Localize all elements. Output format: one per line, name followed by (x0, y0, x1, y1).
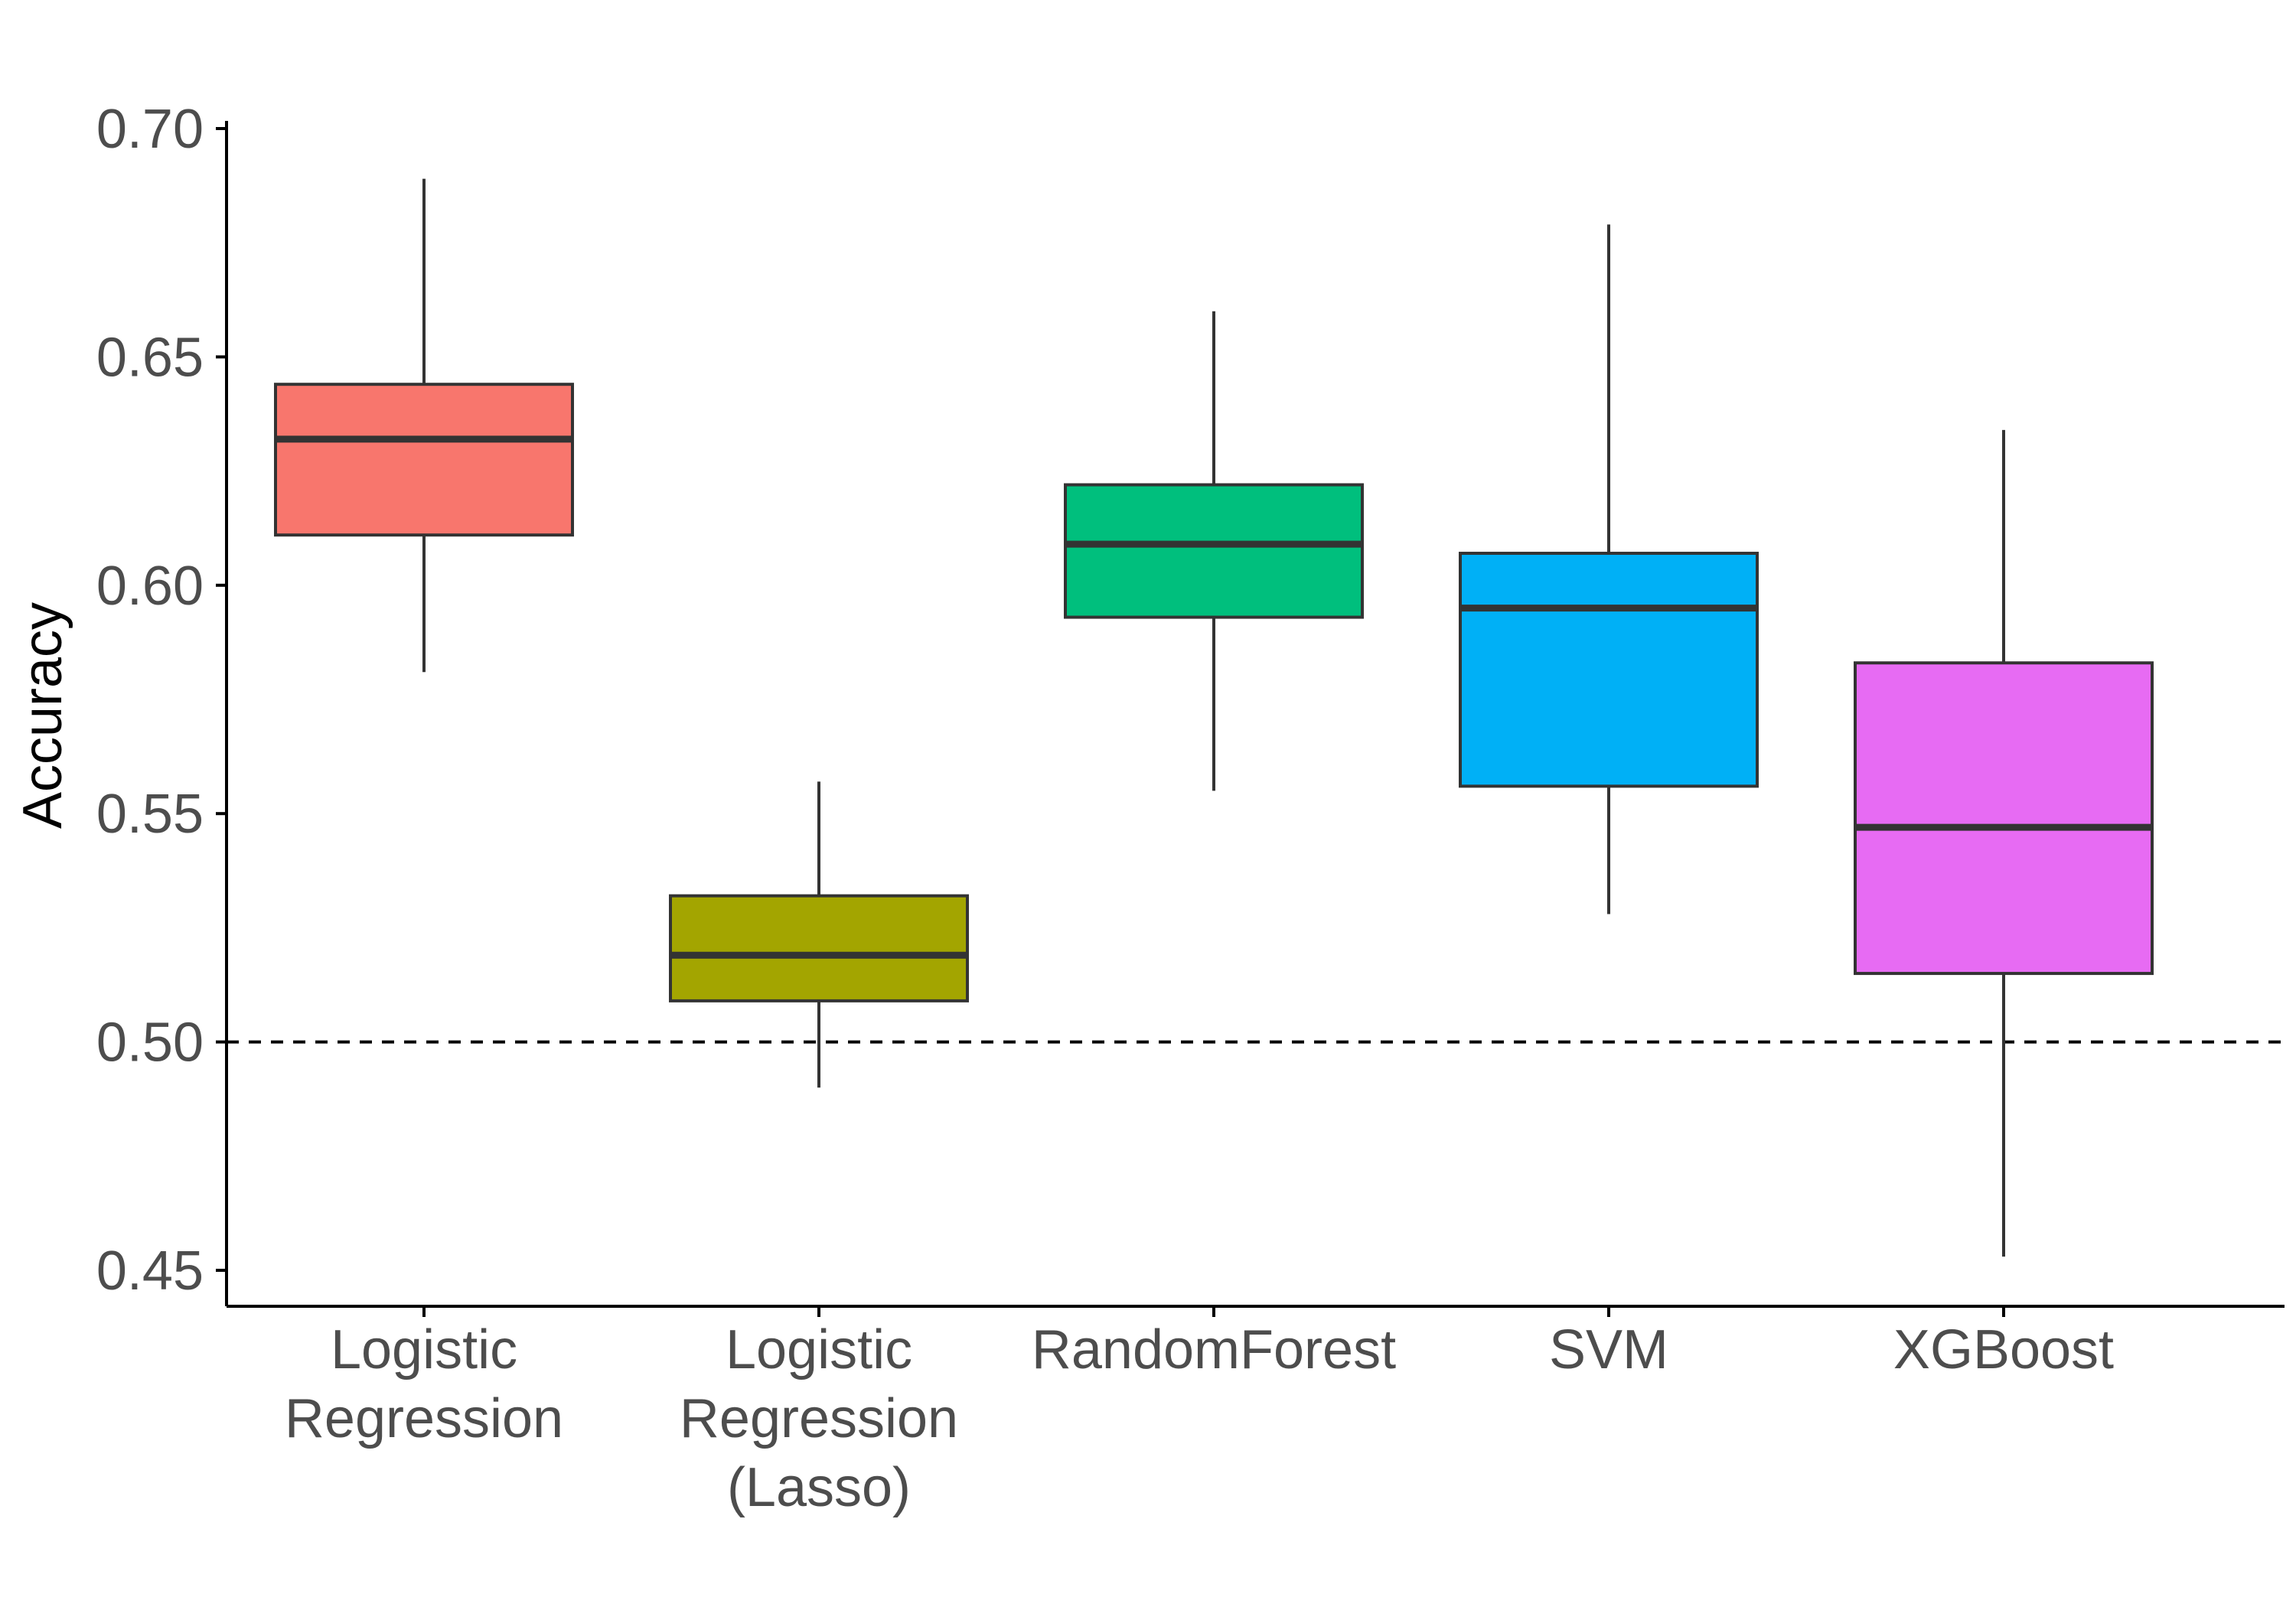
x-axis-ticks: Logistic Regression Logistic Regression (Las… (285, 1306, 2114, 1518)
y-tick-label: 0.50 (96, 1012, 204, 1074)
boxplot-series (274, 178, 2154, 1257)
box-logistic-regression (274, 178, 574, 673)
y-tick-label: 0.65 (96, 327, 204, 388)
box-randomforest (1064, 311, 1364, 791)
box-body (669, 894, 969, 1002)
box-body (1064, 483, 1364, 619)
box-xgboost (1854, 429, 2154, 1257)
y-tick-label: 0.45 (96, 1240, 204, 1302)
x-tick-label: Regression (285, 1388, 563, 1449)
x-tick-label: Logistic (331, 1319, 517, 1380)
x-tick-label: RandomForest (1032, 1319, 1396, 1380)
box-body (274, 383, 574, 537)
x-tick-label: Logistic (726, 1319, 912, 1380)
y-tick-label: 0.60 (96, 556, 204, 617)
y-tick-label: 0.55 (96, 784, 204, 845)
y-axis-ticks: 0.45 0.50 0.55 0.60 0.65 0.70 (96, 99, 227, 1302)
box-body (1854, 661, 2154, 976)
x-tick-label: XGBoost (1893, 1319, 2114, 1380)
x-tick-label: Regression (680, 1388, 958, 1449)
x-tick-label: (Lasso) (727, 1457, 911, 1518)
axes: 0.45 0.50 0.55 0.60 0.65 0.70 Logistic Regress… (96, 99, 2285, 1518)
y-axis-title: Accuracy (12, 602, 73, 829)
box-logistic-regression-lasso (669, 781, 969, 1088)
y-tick-label: 0.70 (96, 99, 204, 160)
x-tick-label: SVM (1549, 1319, 1668, 1380)
box-body (1459, 552, 1759, 788)
box-svm (1459, 224, 1759, 914)
